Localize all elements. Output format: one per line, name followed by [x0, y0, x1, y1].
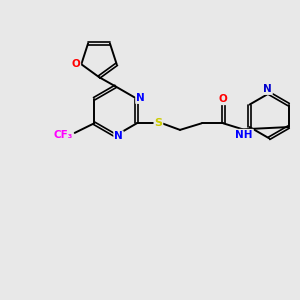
Text: CF₃: CF₃: [53, 130, 72, 140]
Text: O: O: [219, 94, 228, 104]
Text: N: N: [136, 93, 145, 103]
Text: N: N: [263, 84, 272, 94]
Text: O: O: [71, 59, 80, 69]
Text: S: S: [154, 118, 162, 128]
Text: NH: NH: [236, 130, 253, 140]
Text: N: N: [114, 131, 123, 141]
